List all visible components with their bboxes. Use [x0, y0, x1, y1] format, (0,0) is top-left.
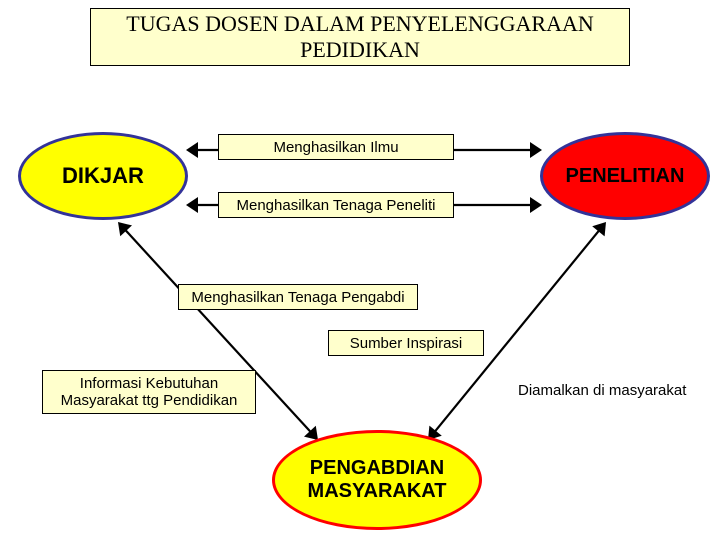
title-line1: TUGAS DOSEN DALAM PENYELENGGARAAN	[126, 11, 594, 37]
box-pengabdi-text: Menghasilkan Tenaga Pengabdi	[191, 289, 404, 306]
ellipse-penelitian-label: PENELITIAN	[566, 165, 685, 188]
box-menghasilkan-pengabdi: Menghasilkan Tenaga Pengabdi	[178, 284, 418, 310]
ellipse-dikjar-label: DIKJAR	[62, 163, 144, 189]
box-inspirasi-text: Sumber Inspirasi	[350, 335, 463, 352]
box-informasi-kebutuhan: Informasi Kebutuhan Masyarakat ttg Pendi…	[42, 370, 256, 414]
title-line2: PEDIDIKAN	[300, 37, 420, 63]
ellipse-pengabdian: PENGABDIAN MASYARAKAT	[272, 430, 482, 530]
title-box: TUGAS DOSEN DALAM PENYELENGGARAAN PEDIDI…	[90, 8, 630, 66]
box-menghasilkan-peneliti: Menghasilkan Tenaga Peneliti	[218, 192, 454, 218]
box-sumber-inspirasi: Sumber Inspirasi	[328, 330, 484, 356]
box-ilmu-text: Menghasilkan Ilmu	[273, 139, 398, 156]
box-peneliti-text: Menghasilkan Tenaga Peneliti	[236, 197, 435, 214]
text-diamalkan-content: Diamalkan di masyarakat	[518, 382, 686, 399]
box-informasi-line1: Informasi Kebutuhan	[61, 375, 238, 392]
ellipse-pengabdian-line1: PENGABDIAN	[308, 457, 447, 480]
box-menghasilkan-ilmu: Menghasilkan Ilmu	[218, 134, 454, 160]
ellipse-penelitian: PENELITIAN	[540, 132, 710, 220]
ellipse-dikjar: DIKJAR	[18, 132, 188, 220]
text-diamalkan: Diamalkan di masyarakat	[518, 382, 686, 399]
box-informasi-line2: Masyarakat ttg Pendidikan	[61, 392, 238, 409]
ellipse-pengabdian-line2: MASYARAKAT	[308, 480, 447, 503]
